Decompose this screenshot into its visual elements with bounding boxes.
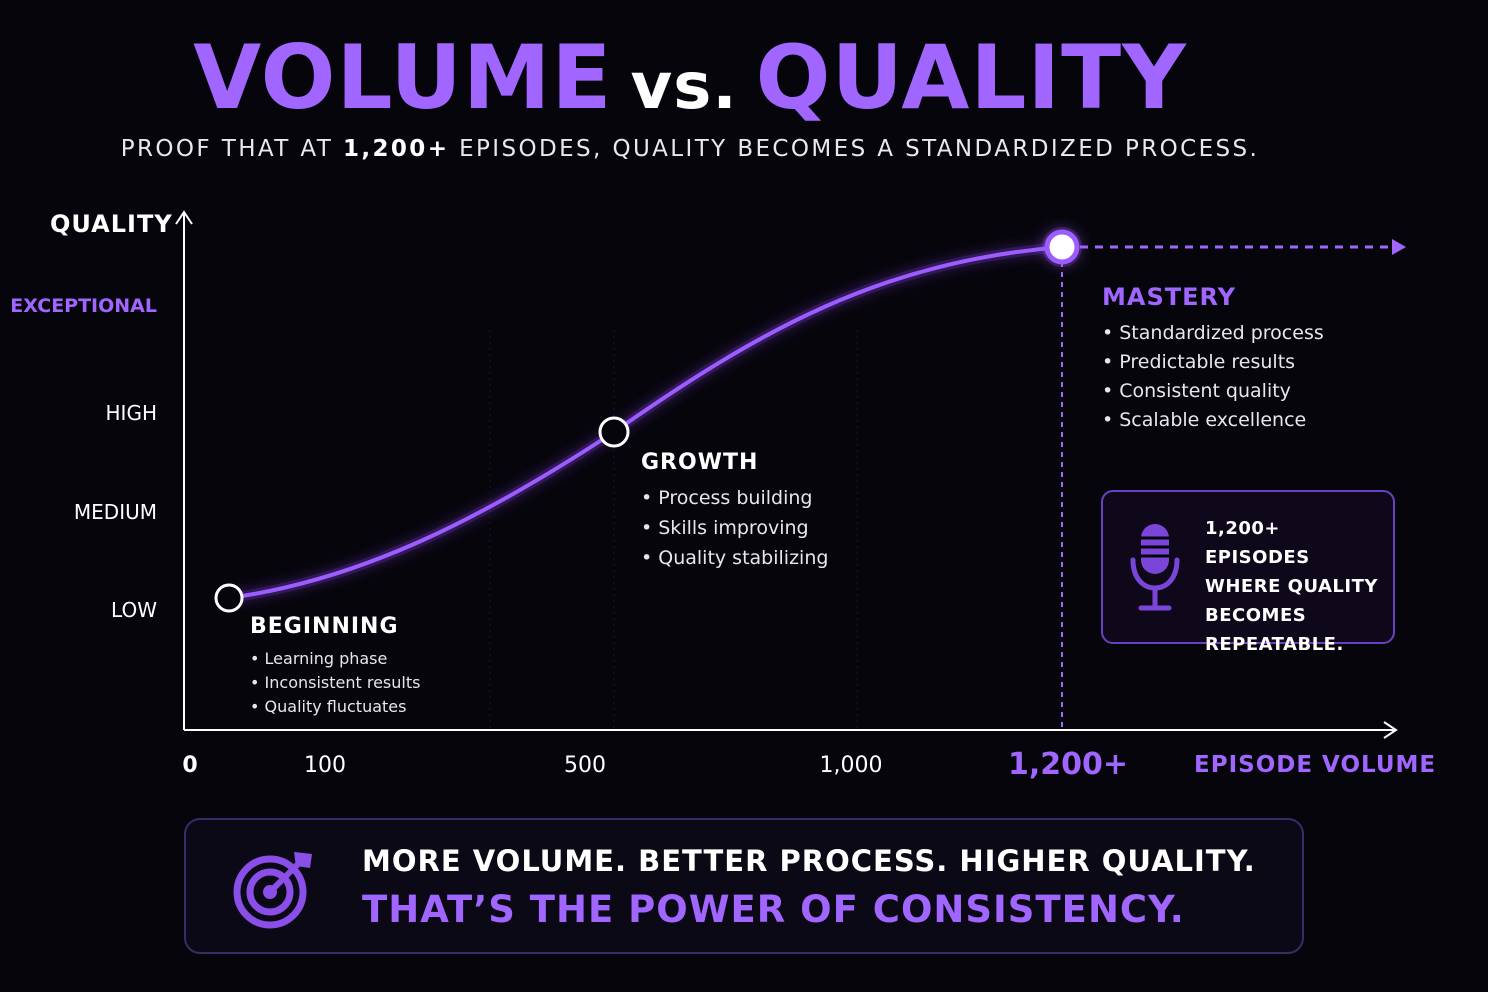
stage-mastery: MASTERY Standardized process Predictable… bbox=[1102, 283, 1324, 435]
list-item: Learning phase bbox=[250, 647, 420, 671]
stage-growth: GROWTH Process building Skills improving… bbox=[641, 450, 828, 573]
callout-line: 1,200+ EPISODES bbox=[1205, 518, 1310, 568]
stage-title: BEGINNING bbox=[250, 614, 399, 639]
title-volume: VOLUME bbox=[193, 26, 613, 129]
footer-line-2: THAT’S THE POWER OF CONSISTENCY. bbox=[362, 888, 1185, 931]
list-item: Standardized process bbox=[1102, 319, 1324, 348]
list-item: Scalable excellence bbox=[1102, 406, 1324, 435]
list-item: Skills improving bbox=[641, 513, 828, 543]
point-beginning bbox=[214, 583, 244, 613]
target-icon bbox=[233, 852, 312, 929]
page-subtitle: PROOF THAT AT 1,200+ EPISODES, QUALITY B… bbox=[0, 136, 1380, 162]
x-tick-label: 0 bbox=[182, 753, 197, 778]
x-axis-arrow bbox=[1383, 721, 1398, 739]
callout-line: REPEATABLE. bbox=[1205, 634, 1344, 655]
y-axis-arrow bbox=[175, 210, 193, 225]
y-tick-label: EXCEPTIONAL bbox=[10, 295, 157, 317]
x-tick-label: 1,000 bbox=[820, 753, 883, 778]
point-growth bbox=[598, 416, 630, 448]
callout-line: WHERE QUALITY bbox=[1205, 576, 1378, 597]
title-quality: QUALITY bbox=[755, 26, 1187, 129]
y-axis-title: QUALITY bbox=[50, 210, 173, 238]
microphone-icon bbox=[1130, 524, 1180, 611]
list-item: Consistent quality bbox=[1102, 377, 1324, 406]
subtitle-post: EPISODES, QUALITY BECOMES A STANDARDIZED… bbox=[449, 136, 1260, 162]
x-axis-title: EPISODE VOLUME bbox=[1194, 752, 1436, 778]
callout-line: BECOMES bbox=[1205, 605, 1307, 626]
point-mastery bbox=[1044, 229, 1080, 265]
y-tick-label: LOW bbox=[111, 598, 157, 622]
title-vs: vs. bbox=[630, 50, 738, 124]
stage-title: GROWTH bbox=[641, 450, 759, 475]
episodes-callout: 1,200+ EPISODES WHERE QUALITY BECOMES RE… bbox=[1101, 490, 1395, 655]
subtitle-pre: PROOF THAT AT bbox=[120, 136, 343, 162]
subtitle-bold: 1,200+ bbox=[342, 136, 450, 162]
list-item: Process building bbox=[641, 483, 828, 513]
projection-arrow bbox=[1392, 239, 1406, 255]
list-item: Inconsistent results bbox=[250, 671, 421, 695]
footer-line-1: MORE VOLUME. BETTER PROCESS. HIGHER QUAL… bbox=[362, 844, 1256, 878]
y-tick-label: MEDIUM bbox=[74, 500, 157, 524]
footer-banner: MORE VOLUME. BETTER PROCESS. HIGHER QUAL… bbox=[184, 818, 1304, 954]
y-tick-label: HIGH bbox=[106, 401, 157, 425]
page-title: VOLUME vs. QUALITY bbox=[0, 28, 1380, 137]
callout-text: 1,200+ EPISODES WHERE QUALITY BECOMES RE… bbox=[1205, 514, 1385, 659]
list-item: Quality stabilizing bbox=[641, 543, 828, 573]
stage-beginning: BEGINNING Learning phase Inconsistent re… bbox=[250, 614, 420, 719]
list-item: Predictable results bbox=[1102, 348, 1324, 377]
x-tick-label: 100 bbox=[304, 753, 346, 778]
x-tick-label: 1,200+ bbox=[1008, 747, 1128, 782]
x-tick-label: 500 bbox=[564, 753, 606, 778]
list-item: Quality fluctuates bbox=[250, 695, 420, 719]
stage-title: MASTERY bbox=[1102, 283, 1237, 311]
